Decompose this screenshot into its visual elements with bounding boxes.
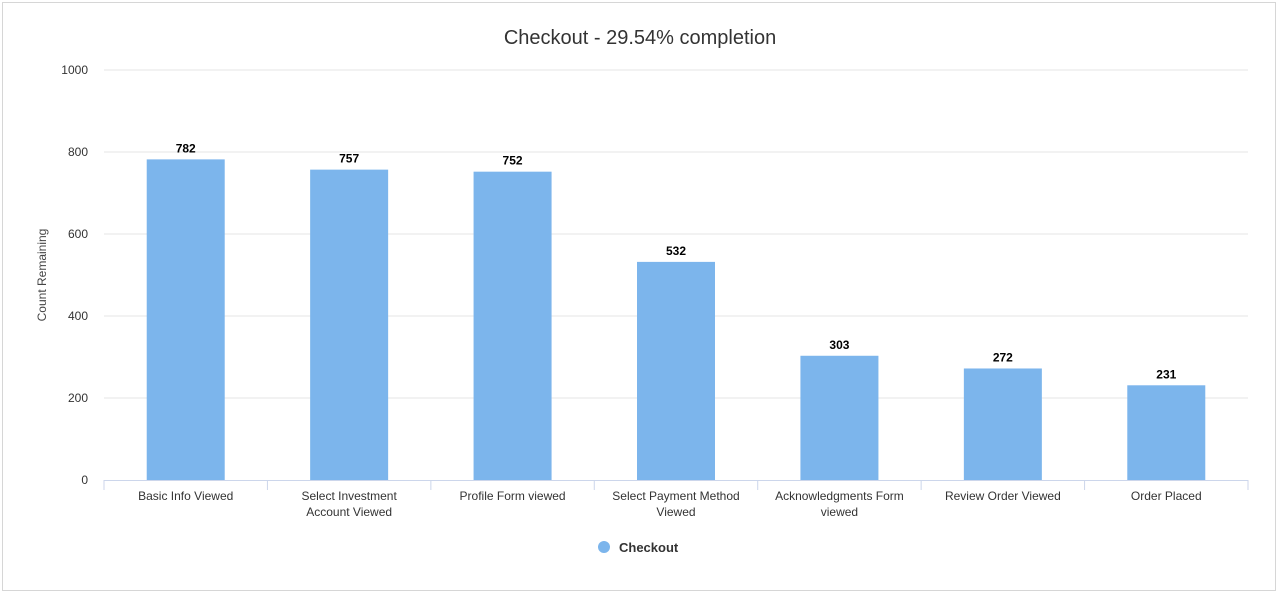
data-label: 757 — [339, 152, 359, 166]
y-tick-label: 1000 — [61, 63, 88, 77]
data-label: 272 — [993, 350, 1013, 364]
x-tick-label-line: Review Order Viewed — [945, 489, 1061, 503]
bar[interactable] — [800, 355, 879, 480]
y-tick-label: 800 — [68, 145, 88, 159]
x-tick-label: Review Order Viewed — [945, 489, 1061, 503]
x-tick-label: Basic Info Viewed — [138, 489, 233, 503]
data-label: 303 — [829, 338, 849, 352]
data-label: 782 — [176, 141, 196, 155]
y-tick-label: 400 — [68, 309, 88, 323]
data-label: 231 — [1156, 367, 1176, 381]
y-tick-label: 600 — [68, 227, 88, 241]
x-tick-label-line: Viewed — [656, 505, 695, 519]
bar[interactable] — [637, 261, 715, 480]
data-label: 532 — [666, 244, 686, 258]
x-tick-label: Select Investment Account Viewed — [301, 489, 397, 519]
legend[interactable]: Checkout — [598, 540, 679, 555]
legend-marker-checkout[interactable] — [598, 541, 610, 553]
x-tick-label-line: Account Viewed — [306, 505, 392, 519]
x-tick-label-line: Select Investment — [301, 489, 397, 503]
data-labels: 782 757 752 532 303 272 231 — [176, 141, 1177, 381]
x-axis — [103, 480, 1249, 490]
y-axis-ticks: 0 200 400 600 800 1000 — [61, 63, 88, 487]
chart-title: Checkout - 29.54% completion — [504, 27, 776, 49]
legend-item-checkout[interactable]: Checkout — [619, 540, 679, 555]
x-tick-label: Order Placed — [1131, 489, 1202, 503]
bar[interactable] — [1127, 385, 1206, 480]
x-tick-label-line: Order Placed — [1131, 489, 1202, 503]
y-axis-label: Count Remaining — [35, 229, 49, 322]
x-tick-label: Select Payment Method Viewed — [612, 489, 739, 519]
y-tick-label: 0 — [81, 473, 88, 487]
y-tick-label: 200 — [68, 391, 88, 405]
bar[interactable] — [473, 171, 552, 480]
bars — [146, 159, 1206, 480]
x-tick-label-line: Profile Form viewed — [460, 489, 566, 503]
x-tick-label-line: Acknowledgments Form — [775, 489, 904, 503]
x-tick-label-line: Select Payment Method — [612, 489, 739, 503]
x-axis-ticks: Basic Info Viewed Select Investment Accoun… — [138, 489, 1202, 519]
x-tick-label-line: Basic Info Viewed — [138, 489, 233, 503]
x-tick-label: Acknowledgments Form viewed — [775, 489, 904, 519]
bar[interactable] — [963, 368, 1042, 480]
x-tick-label-line: viewed — [821, 505, 858, 519]
bar[interactable] — [146, 159, 225, 480]
data-label: 752 — [503, 154, 523, 168]
bar[interactable] — [310, 169, 389, 480]
x-tick-label: Profile Form viewed — [460, 489, 566, 503]
